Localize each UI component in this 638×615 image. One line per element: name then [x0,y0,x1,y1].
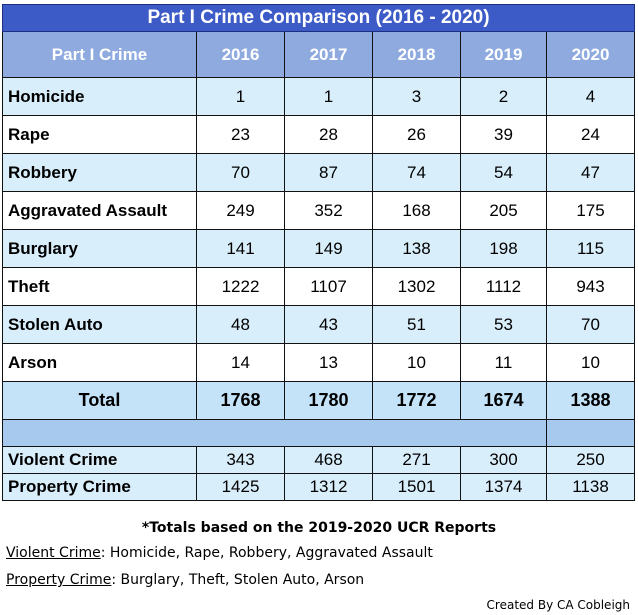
crime-count: 26 [372,115,461,154]
table-row: Stolen Auto 48 43 51 53 70 [2,305,636,344]
crime-count: 14 [196,343,285,382]
crime-label: Theft [2,267,197,306]
crime-label: Stolen Auto [2,305,197,344]
summary-value: 468 [284,446,373,474]
total-value: 1780 [284,381,373,420]
spacer-row [2,419,636,447]
violent-crime-row: Violent Crime 343 468 271 300 250 [2,446,636,474]
crime-count: 4 [545,77,636,116]
crime-count: 24 [545,115,636,154]
crime-count: 70 [196,153,285,192]
crime-label: Rape [2,115,197,154]
violent-crime-term: Violent Crime [6,545,101,561]
summary-label: Violent Crime [2,446,197,474]
table-row: Burglary 141 149 138 198 115 [2,229,636,268]
crime-count: 138 [372,229,461,268]
crime-count: 168 [372,191,461,230]
crime-label: Arson [2,343,197,382]
table-row: Rape 23 28 26 39 24 [2,115,636,154]
crime-count: 11 [460,343,547,382]
summary-value: 1312 [284,473,373,501]
crime-count: 141 [196,229,285,268]
crime-count: 175 [545,191,636,230]
violent-crime-definition: Violent Crime: Homicide, Rape, Robbery, … [6,545,433,561]
crime-count: 87 [284,153,373,192]
crime-label: Burglary [2,229,197,268]
crime-count: 43 [284,305,373,344]
crime-count: 51 [372,305,461,344]
property-crime-term: Property Crime [6,572,112,588]
header-year: 2017 [284,31,373,78]
total-value: 1674 [460,381,547,420]
crime-label: Aggravated Assault [2,191,197,230]
property-crime-row: Property Crime 1425 1312 1501 1374 1138 [2,473,636,501]
crime-comparison-table: Part I Crime Comparison (2016 - 2020) Pa… [1,4,636,501]
property-crime-definition: Property Crime: Burglary, Theft, Stolen … [6,572,364,588]
total-value: 1768 [196,381,285,420]
summary-value: 271 [372,446,461,474]
header-year: 2016 [196,31,285,78]
crime-count: 205 [460,191,547,230]
crime-count: 198 [460,229,547,268]
crime-count: 28 [284,115,373,154]
summary-label: Property Crime [2,473,197,501]
table-row: Homicide 1 1 3 2 4 [2,77,636,116]
total-row: Total 1768 1780 1772 1674 1388 [2,381,636,420]
crime-count: 115 [545,229,636,268]
crime-count: 70 [545,305,636,344]
crime-count: 74 [372,153,461,192]
crime-count: 10 [545,343,636,382]
summary-value: 1374 [460,473,547,501]
crime-count: 10 [372,343,461,382]
summary-value: 250 [545,446,636,474]
total-label: Total [2,381,197,420]
crime-count: 1112 [460,267,547,306]
crime-count: 47 [545,153,636,192]
table-row: Arson 14 13 10 11 10 [2,343,636,382]
crime-count: 943 [545,267,636,306]
table-title: Part I Crime Comparison (2016 - 2020) [1,4,636,32]
crime-count: 23 [196,115,285,154]
summary-value: 1425 [196,473,285,501]
table-row: Robbery 70 87 74 54 47 [2,153,636,192]
crime-count: 53 [460,305,547,344]
crime-count: 48 [196,305,285,344]
crime-count: 13 [284,343,373,382]
table-row: Theft 1222 1107 1302 1112 943 [2,267,636,306]
crime-count: 54 [460,153,547,192]
crime-count: 1 [196,77,285,116]
author-credit: Created By CA Cobleigh [486,598,630,612]
summary-value: 1138 [545,473,636,501]
summary-value: 343 [196,446,285,474]
crime-count: 1 [284,77,373,116]
header-crime-label: Part I Crime [2,31,197,78]
header-year: 2018 [372,31,461,78]
total-value: 1772 [372,381,461,420]
crime-count: 3 [372,77,461,116]
spacer-cell [2,419,547,447]
total-value: 1388 [545,381,636,420]
summary-value: 1501 [372,473,461,501]
crime-count: 2 [460,77,547,116]
crime-count: 352 [284,191,373,230]
header-year: 2019 [460,31,547,78]
spacer-cell [545,419,636,447]
crime-count: 1222 [196,267,285,306]
crime-count: 149 [284,229,373,268]
header-year: 2020 [545,31,636,78]
crime-label: Homicide [2,77,197,116]
table-row: Aggravated Assault 249 352 168 205 175 [2,191,636,230]
totals-footnote: *Totals based on the 2019-2020 UCR Repor… [141,520,497,536]
crime-label: Robbery [2,153,197,192]
violent-crime-list: : Homicide, Rape, Robbery, Aggravated As… [100,545,433,561]
crime-count: 1107 [284,267,373,306]
crime-count: 39 [460,115,547,154]
summary-value: 300 [460,446,547,474]
crime-count: 249 [196,191,285,230]
crime-count: 1302 [372,267,461,306]
property-crime-list: : Burglary, Theft, Stolen Auto, Arson [111,572,365,588]
